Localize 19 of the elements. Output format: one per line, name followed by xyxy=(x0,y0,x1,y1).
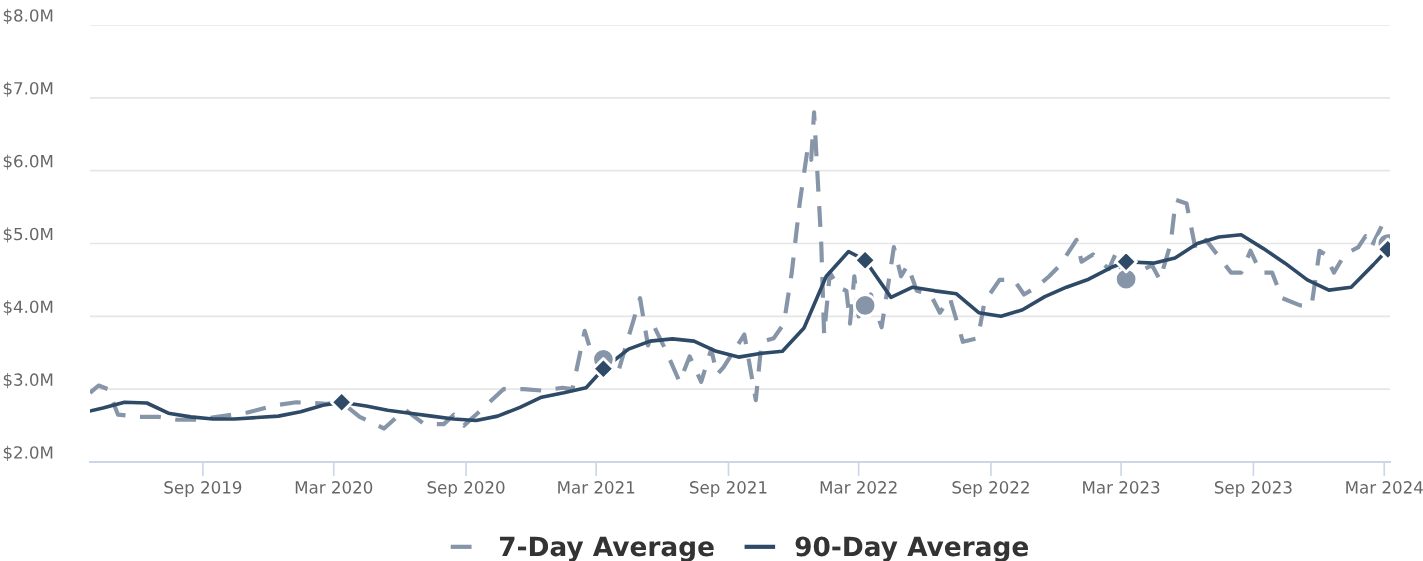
y-tick-label: $6.0M xyxy=(3,154,53,170)
y-tick-label: $3.0M xyxy=(3,373,53,389)
y-tick-label: $7.0M xyxy=(3,81,53,97)
x-tick-label: Sep 2022 xyxy=(952,481,1029,497)
x-tick-label: Sep 2020 xyxy=(427,481,505,497)
y-tick-label: $5.0M xyxy=(3,227,53,243)
x-tick-label: Sep 2023 xyxy=(1214,481,1292,497)
x-tick-label: Sep 2021 xyxy=(690,481,767,497)
y-tick-label: $2.0M xyxy=(3,445,53,461)
x-tick-label: Mar 2021 xyxy=(558,481,635,494)
y-tick-label: $8.0M xyxy=(3,8,53,24)
legend-label: 90-Day Average xyxy=(795,536,1028,561)
x-tick-label: Mar 2022 xyxy=(820,481,897,494)
legend-label: 7-Day Average xyxy=(499,536,714,561)
x-tick-label: Mar 2024 xyxy=(1346,481,1423,494)
y-tick-label: $4.0M xyxy=(3,300,53,316)
x-tick-label: Mar 2020 xyxy=(295,481,373,494)
x-tick-label: Mar 2023 xyxy=(1083,481,1160,494)
x-tick-label: Sep 2019 xyxy=(164,481,242,497)
